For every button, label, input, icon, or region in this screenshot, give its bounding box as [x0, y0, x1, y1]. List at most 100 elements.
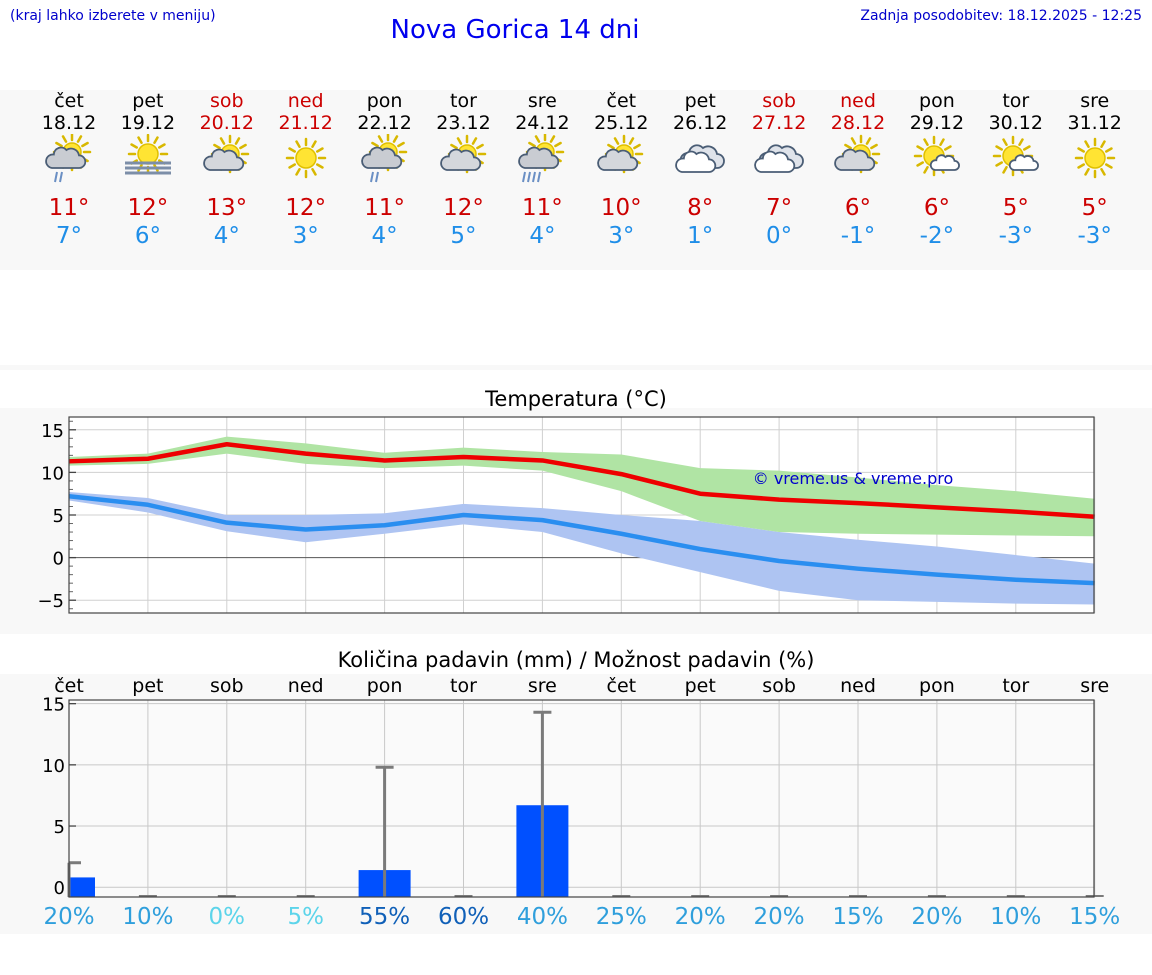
- weather-icon-slot: [966, 134, 1066, 194]
- max-temperature: 12°: [443, 195, 484, 221]
- precip-probability: 20%: [43, 904, 95, 930]
- weather-icon-slot: [19, 132, 119, 194]
- day-name: čet: [606, 90, 637, 112]
- day-date: 19.12: [120, 112, 176, 134]
- sun-icon: [1074, 137, 1115, 179]
- min-temperature: 5°: [450, 223, 477, 249]
- day-name: tor: [450, 90, 477, 112]
- day-name: sre: [1080, 90, 1110, 112]
- max-temperature: 8°: [687, 195, 714, 221]
- sun-small-cloud-icon: [913, 135, 960, 177]
- day-column: tor 30.12 5° -3°: [966, 90, 1066, 250]
- weather-icon-slot: [414, 134, 514, 194]
- precip-day-label: ned: [840, 675, 876, 697]
- min-temperature: 6°: [134, 223, 161, 249]
- day-column: tor 23.12 12° 5°: [414, 90, 514, 250]
- min-temp-line: [68, 494, 1095, 586]
- min-temperature: -2°: [919, 223, 955, 249]
- max-temp-band: [69, 436, 1095, 537]
- day-column: sob 27.12 7° 0°: [729, 90, 829, 250]
- precip-probability: 10%: [122, 904, 174, 930]
- day-column: pon 29.12 6° -2°: [887, 90, 987, 250]
- day-date: 29.12: [909, 112, 965, 134]
- precip-day-label: sre: [1080, 675, 1110, 697]
- temp-tick-label: 5: [53, 506, 64, 527]
- precip-day-label: sob: [762, 675, 796, 697]
- min-temp-band: [69, 491, 1095, 605]
- precip-day-label: čet: [54, 675, 84, 697]
- cloudy-icon: [675, 144, 726, 173]
- day-date: 22.12: [357, 112, 412, 134]
- day-date: 26.12: [672, 112, 728, 134]
- temperature-chart: −5 0 5 10 15 © vreme.us & vreme.pro: [37, 416, 1096, 614]
- max-temperature: 11°: [364, 195, 405, 221]
- max-temperature: 6°: [923, 195, 950, 221]
- copyright-watermark: © vreme.us & vreme.pro: [753, 469, 954, 488]
- day-name: sob: [762, 90, 796, 112]
- weather-icon-slot: [729, 134, 829, 194]
- precip-probability: 40%: [516, 904, 568, 930]
- day-name: sre: [527, 90, 557, 112]
- precip-plot-area: [69, 700, 1094, 897]
- sun-cloud-heavy-rain-icon: [518, 132, 565, 183]
- max-temperature: 6°: [844, 195, 872, 221]
- precip-day-label: pon: [366, 675, 403, 697]
- sun-cloud-rain-icon: [360, 132, 407, 183]
- precip-probability: 5%: [287, 904, 324, 930]
- temperature-chart-title: Temperatura (°C): [485, 387, 667, 411]
- weather-icon-slot: [571, 134, 671, 194]
- last-updated: Zadnja posodobitev: 18.12.2025 - 12:25: [860, 8, 1142, 24]
- day-name: ned: [287, 90, 324, 112]
- precip-probability: 10%: [990, 904, 1042, 930]
- precip-probability: 15%: [1069, 904, 1121, 930]
- sun-cloud-icon: [597, 134, 644, 174]
- day-date: 31.12: [1067, 112, 1122, 134]
- precip-day-label: sob: [210, 675, 244, 697]
- day-date: 27.12: [751, 112, 807, 134]
- day-name: pon: [366, 90, 403, 112]
- precip-day-label: pon: [919, 675, 955, 697]
- weather-icon-slot: [256, 134, 356, 194]
- day-date: 20.12: [199, 112, 254, 134]
- precip-probability: 25%: [595, 904, 647, 930]
- precip-day-label: pet: [684, 675, 716, 697]
- temp-tick-label: 10: [41, 463, 64, 484]
- max-temperature: 5°: [1002, 195, 1029, 221]
- weather-icon-slot: [177, 134, 277, 194]
- min-temperature: 4°: [529, 223, 556, 249]
- day-column: ned 21.12 12° 3°: [256, 90, 356, 250]
- day-date: 30.12: [988, 112, 1043, 134]
- max-temperature: 5°: [1081, 195, 1108, 221]
- sun-cloud-icon: [439, 134, 486, 174]
- precip-probability: 0%: [208, 904, 246, 930]
- min-temperature: -3°: [1077, 223, 1112, 249]
- temp-tick-label: −5: [37, 591, 64, 612]
- precip-day-label: sre: [527, 675, 557, 697]
- min-temperature: 1°: [687, 223, 714, 249]
- precipitation-chart: 0 5 10 15: [42, 695, 1104, 899]
- sun-fog-icon: [124, 133, 171, 175]
- day-name: pet: [684, 90, 716, 112]
- cloudy-icon: [754, 144, 804, 173]
- day-column: pet 19.12 12° 6°: [98, 90, 198, 250]
- min-temperature: 3°: [608, 223, 635, 249]
- temp-plot-frame: [68, 416, 1095, 614]
- day-date: 28.12: [830, 112, 886, 134]
- min-temperature: -1°: [840, 223, 876, 249]
- precip-probability: 15%: [832, 904, 884, 930]
- precip-probability: 55%: [359, 904, 411, 930]
- day-date: 18.12: [41, 112, 97, 134]
- max-temperature: 11°: [522, 195, 563, 221]
- day-date: 21.12: [278, 112, 333, 134]
- max-temperature: 13°: [206, 195, 248, 221]
- menu-hint[interactable]: (kraj lahko izberete v meniju): [10, 8, 216, 24]
- day-date: 25.12: [594, 112, 649, 134]
- weather-icon-slot: [1045, 134, 1145, 194]
- max-temperature: 10°: [600, 195, 642, 221]
- day-date: 23.12: [436, 112, 491, 134]
- min-temperature: 4°: [213, 223, 240, 249]
- weather-icon-slot: [887, 134, 987, 194]
- day-name: sob: [210, 90, 244, 112]
- precip-bar: [69, 877, 95, 897]
- precip-tick-label: 15: [42, 695, 65, 716]
